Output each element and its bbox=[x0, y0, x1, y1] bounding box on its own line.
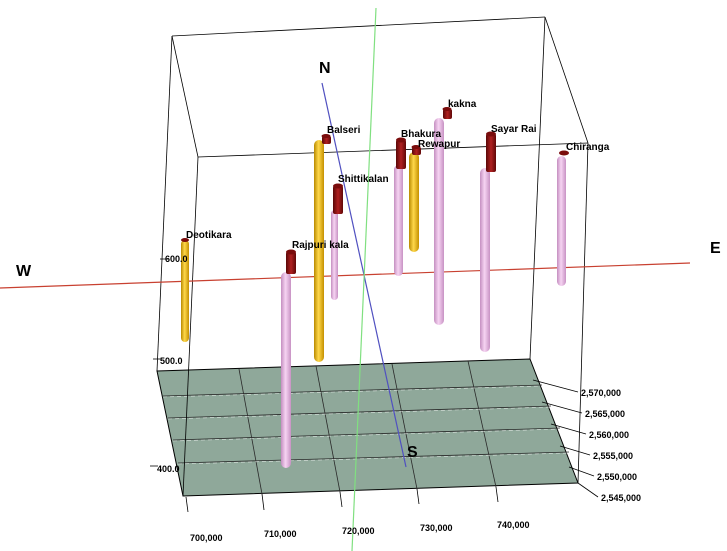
well-bhakura bbox=[394, 137, 406, 276]
well-chiranga bbox=[557, 150, 569, 286]
wells bbox=[181, 107, 569, 468]
well-rajpuri-kala bbox=[281, 249, 296, 468]
depth-ticks bbox=[150, 258, 168, 467]
well-shittikalan bbox=[331, 183, 343, 300]
x-tick-label: 730,000 bbox=[420, 523, 453, 533]
well-label: Chiranga bbox=[566, 142, 610, 153]
y-axis-ticks bbox=[532, 379, 599, 498]
y-tick-label: 2,565,000 bbox=[585, 409, 625, 419]
bounding-box-frame bbox=[156, 16, 589, 497]
north-label: N bbox=[319, 60, 331, 77]
south-label: S bbox=[407, 444, 418, 461]
well-label: Rajpuri kala bbox=[292, 240, 349, 251]
depth-label: 400.0 bbox=[157, 464, 180, 474]
base-plane bbox=[156, 358, 579, 497]
depth-label: 600.0 bbox=[165, 254, 188, 264]
x-tick-label: 700,000 bbox=[190, 533, 223, 543]
x-tick-label: 740,000 bbox=[497, 520, 530, 530]
depth-label: 500.0 bbox=[160, 356, 183, 366]
x-tick-label: 720,000 bbox=[342, 526, 375, 536]
y-tick-label: 2,560,000 bbox=[589, 430, 629, 440]
y-tick-label: 2,570,000 bbox=[581, 388, 621, 398]
well-labels: Deotikara Rajpuri kala Balseri Shittikal… bbox=[186, 99, 610, 251]
well-label: kakna bbox=[448, 99, 477, 110]
east-label: E bbox=[710, 240, 721, 257]
y-tick-label: 2,555,000 bbox=[593, 451, 633, 461]
x-axis-labels: 700,000 710,000 720,000 730,000 740,000 bbox=[190, 520, 530, 543]
x-tick-label: 710,000 bbox=[264, 529, 297, 539]
y-tick-label: 2,550,000 bbox=[597, 472, 637, 482]
west-label: W bbox=[16, 263, 32, 280]
east-west-axis bbox=[0, 262, 691, 289]
well-rewapur bbox=[409, 145, 421, 252]
well-deotikara bbox=[181, 238, 189, 342]
well-sayar-rai bbox=[480, 131, 496, 352]
x-axis-ticks bbox=[185, 486, 499, 513]
well-kakna bbox=[434, 107, 452, 325]
y-axis-labels: 2,570,000 2,565,000 2,560,000 2,555,000 … bbox=[581, 388, 641, 503]
vertical-axis bbox=[351, 7, 377, 551]
well-label: Rewapur bbox=[418, 139, 460, 150]
well-balseri bbox=[314, 134, 331, 362]
well-label: Bhakura bbox=[401, 129, 441, 140]
depth-labels: 600.0 500.0 400.0 bbox=[157, 254, 188, 474]
y-tick-label: 2,545,000 bbox=[601, 493, 641, 503]
well-label: Balseri bbox=[327, 125, 361, 136]
well-label: Sayar Rai bbox=[491, 124, 537, 135]
compass-labels: N S E W bbox=[16, 60, 721, 461]
well-label: Shittikalan bbox=[338, 174, 389, 185]
well-label: Deotikara bbox=[186, 230, 232, 241]
